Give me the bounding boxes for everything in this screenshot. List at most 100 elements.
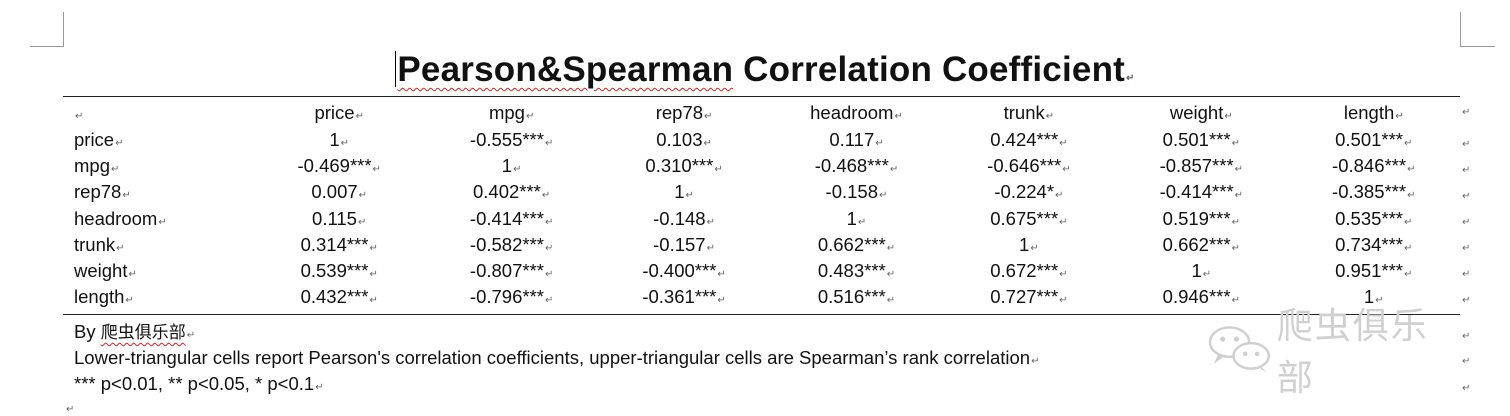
row-label: trunk↵ <box>74 233 125 255</box>
text-cursor <box>395 51 397 87</box>
table-cell: 0.117↵ <box>829 129 884 151</box>
table-row: price↵ 1↵ -0.555***↵ 0.103↵ 0.117↵ 0.424***↵ 0… <box>63 127 1460 153</box>
table-cell: 0.424***↵ <box>990 129 1068 151</box>
author-name: 爬虫俱乐部 <box>100 323 186 343</box>
table-row: headroom↵ 0.115↵ -0.414***↵ -0.148↵ 1↵ 0.675*… <box>63 206 1460 232</box>
table-bottom-rule <box>63 314 1460 315</box>
row-label: headroom↵ <box>74 207 167 229</box>
table-cell: 0.501***↵ <box>1335 129 1413 151</box>
table-row: weight↵ 0.539***↵ -0.807***↵ -0.400***↵ 0.48… <box>63 258 1460 284</box>
table-cell: 0.672***↵ <box>990 260 1068 282</box>
table-cell: 1↵ <box>846 207 867 229</box>
line-end-mark: ↵ <box>1462 331 1471 342</box>
significance-text: *** p<0.01, ** p<0.05, * p<0.1 <box>74 373 315 394</box>
table-row: length↵ 0.432***↵ -0.796***↵ -0.361***↵ 0.51… <box>63 284 1460 310</box>
table-cell: -0.157↵ <box>653 233 715 255</box>
table-cell: 0.516***↵ <box>817 286 896 308</box>
table-cell: -0.555***↵ <box>469 129 554 151</box>
table-cell: 0.539***↵ <box>300 260 378 282</box>
column-header: weight↵ <box>1169 102 1233 123</box>
table-cell: -0.414***↵ <box>469 207 554 229</box>
correlation-table[interactable]: ↵ price↵ mpg↵ rep78↵ headroom↵ trunk↵ weight↵… <box>63 99 1460 310</box>
row-label: price↵ <box>74 129 124 151</box>
table-cell: 1↵ <box>1363 286 1384 308</box>
paragraph-mark: ↵ <box>66 404 75 415</box>
table-cell: -0.400***↵ <box>642 260 726 282</box>
table-cell: -0.807***↵ <box>469 260 554 282</box>
note-text: Lower-triangular cells report Pearson's … <box>74 347 1031 368</box>
table-cell: 0.103↵ <box>656 129 712 151</box>
line-end-mark: ↵ <box>1462 356 1471 367</box>
table-cell: -0.846***↵ <box>1332 155 1416 177</box>
table-cell: 0.501***↵ <box>1162 129 1240 151</box>
table-cell: 0.115↵ <box>312 207 367 229</box>
table-cell: 0.675***↵ <box>990 207 1068 229</box>
table-cell: 1↵ <box>1191 260 1212 282</box>
table-cell: -0.469***↵ <box>297 155 381 177</box>
note-line[interactable]: Lower-triangular cells report Pearson's … <box>74 347 1040 368</box>
table-cell: 0.314***↵ <box>300 233 378 255</box>
title-rest: Correlation Coefficient <box>733 50 1126 89</box>
table-cell: 0.402***↵ <box>472 181 551 203</box>
table-cell: 1↵ <box>501 155 522 177</box>
table-cell: 0.946***↵ <box>1162 286 1240 308</box>
table-cell: 0.483***↵ <box>817 260 896 282</box>
table-header-row: ↵ price↵ mpg↵ rep78↵ headroom↵ trunk↵ weight↵… <box>63 99 1460 127</box>
line-end-mark: ↵ <box>1462 383 1471 394</box>
table-cell: -0.646***↵ <box>987 155 1071 177</box>
table-cell: -0.224*↵ <box>994 181 1064 203</box>
table-cell: -0.796***↵ <box>469 286 554 308</box>
table-cell: 0.662***↵ <box>1162 233 1240 255</box>
document-title[interactable]: Pearson&Spearman Correlation Coefficient… <box>0 48 1510 101</box>
watermark: 爬虫俱乐部 <box>1208 306 1463 399</box>
paragraph-mark: ↵ <box>1126 73 1135 84</box>
table-cell: 0.519***↵ <box>1162 207 1240 229</box>
author-line[interactable]: By 爬虫俱乐部↵ <box>74 321 196 343</box>
wechat-icon <box>1208 326 1271 373</box>
table-cell: -0.361***↵ <box>642 286 726 308</box>
table-cell: 0.535***↵ <box>1335 207 1413 229</box>
crop-mark-top-right <box>1460 12 1495 47</box>
table-cell: 0.007↵ <box>311 181 368 203</box>
row-label: weight↵ <box>74 260 137 282</box>
column-header: length↵ <box>1343 102 1404 123</box>
table-cell: 1↵ <box>674 181 694 203</box>
row-label: mpg↵ <box>74 155 120 177</box>
column-header: trunk↵ <box>1003 102 1055 123</box>
table-cell: 0.432***↵ <box>300 286 378 308</box>
row-end-mark: ↵ <box>1462 165 1471 176</box>
crop-mark-top-left <box>30 12 64 47</box>
table-row: rep78↵ 0.007↵ 0.402***↵ 1↵ -0.158↵ -0.224*↵ -0… <box>63 179 1460 205</box>
author-prefix: By <box>74 321 101 342</box>
row-end-mark: ↵ <box>1462 191 1471 202</box>
table-cell: -0.158↵ <box>825 181 888 203</box>
row-end-mark: ↵ <box>1462 243 1471 254</box>
row-end-mark: ↵ <box>1462 139 1471 150</box>
table-cell: -0.468***↵ <box>814 155 899 177</box>
watermark-text: 爬虫俱乐部 <box>1276 306 1429 399</box>
column-header: headroom↵ <box>810 102 903 123</box>
table-row: mpg↵ -0.469***↵ 1↵ 0.310***↵ -0.468***↵ -0.64… <box>63 153 1460 179</box>
row-label: length↵ <box>74 286 134 308</box>
row-label: rep78↵ <box>74 181 131 203</box>
column-header: rep78↵ <box>655 102 713 123</box>
table-row: trunk↵ 0.314***↵ -0.582***↵ -0.157↵ 0.662***… <box>63 232 1460 258</box>
row-end-mark: ↵ <box>1462 107 1471 118</box>
table-cell: 0.734***↵ <box>1335 233 1413 255</box>
title-spellcheck-word: Pearson&Spearman <box>397 50 734 89</box>
significance-line[interactable]: *** p<0.01, ** p<0.05, * p<0.1↵ <box>74 373 324 394</box>
table-cell: 0.727***↵ <box>990 286 1068 308</box>
table-cell: 0.662***↵ <box>817 233 896 255</box>
table-cell: -0.414***↵ <box>1159 181 1244 203</box>
column-header: price↵ <box>314 102 364 123</box>
table-cell: -0.857***↵ <box>1159 155 1244 177</box>
table-cell: 0.951***↵ <box>1335 260 1413 282</box>
table-cell: 0.310***↵ <box>645 155 723 177</box>
column-header: mpg↵ <box>488 102 535 123</box>
row-end-mark: ↵ <box>1462 295 1471 306</box>
row-end-mark: ↵ <box>1462 269 1471 280</box>
table-cell: 1↵ <box>329 129 350 151</box>
table-top-rule <box>63 96 1460 97</box>
row-end-mark: ↵ <box>1462 217 1471 228</box>
table-cell: 1↵ <box>1019 233 1039 255</box>
